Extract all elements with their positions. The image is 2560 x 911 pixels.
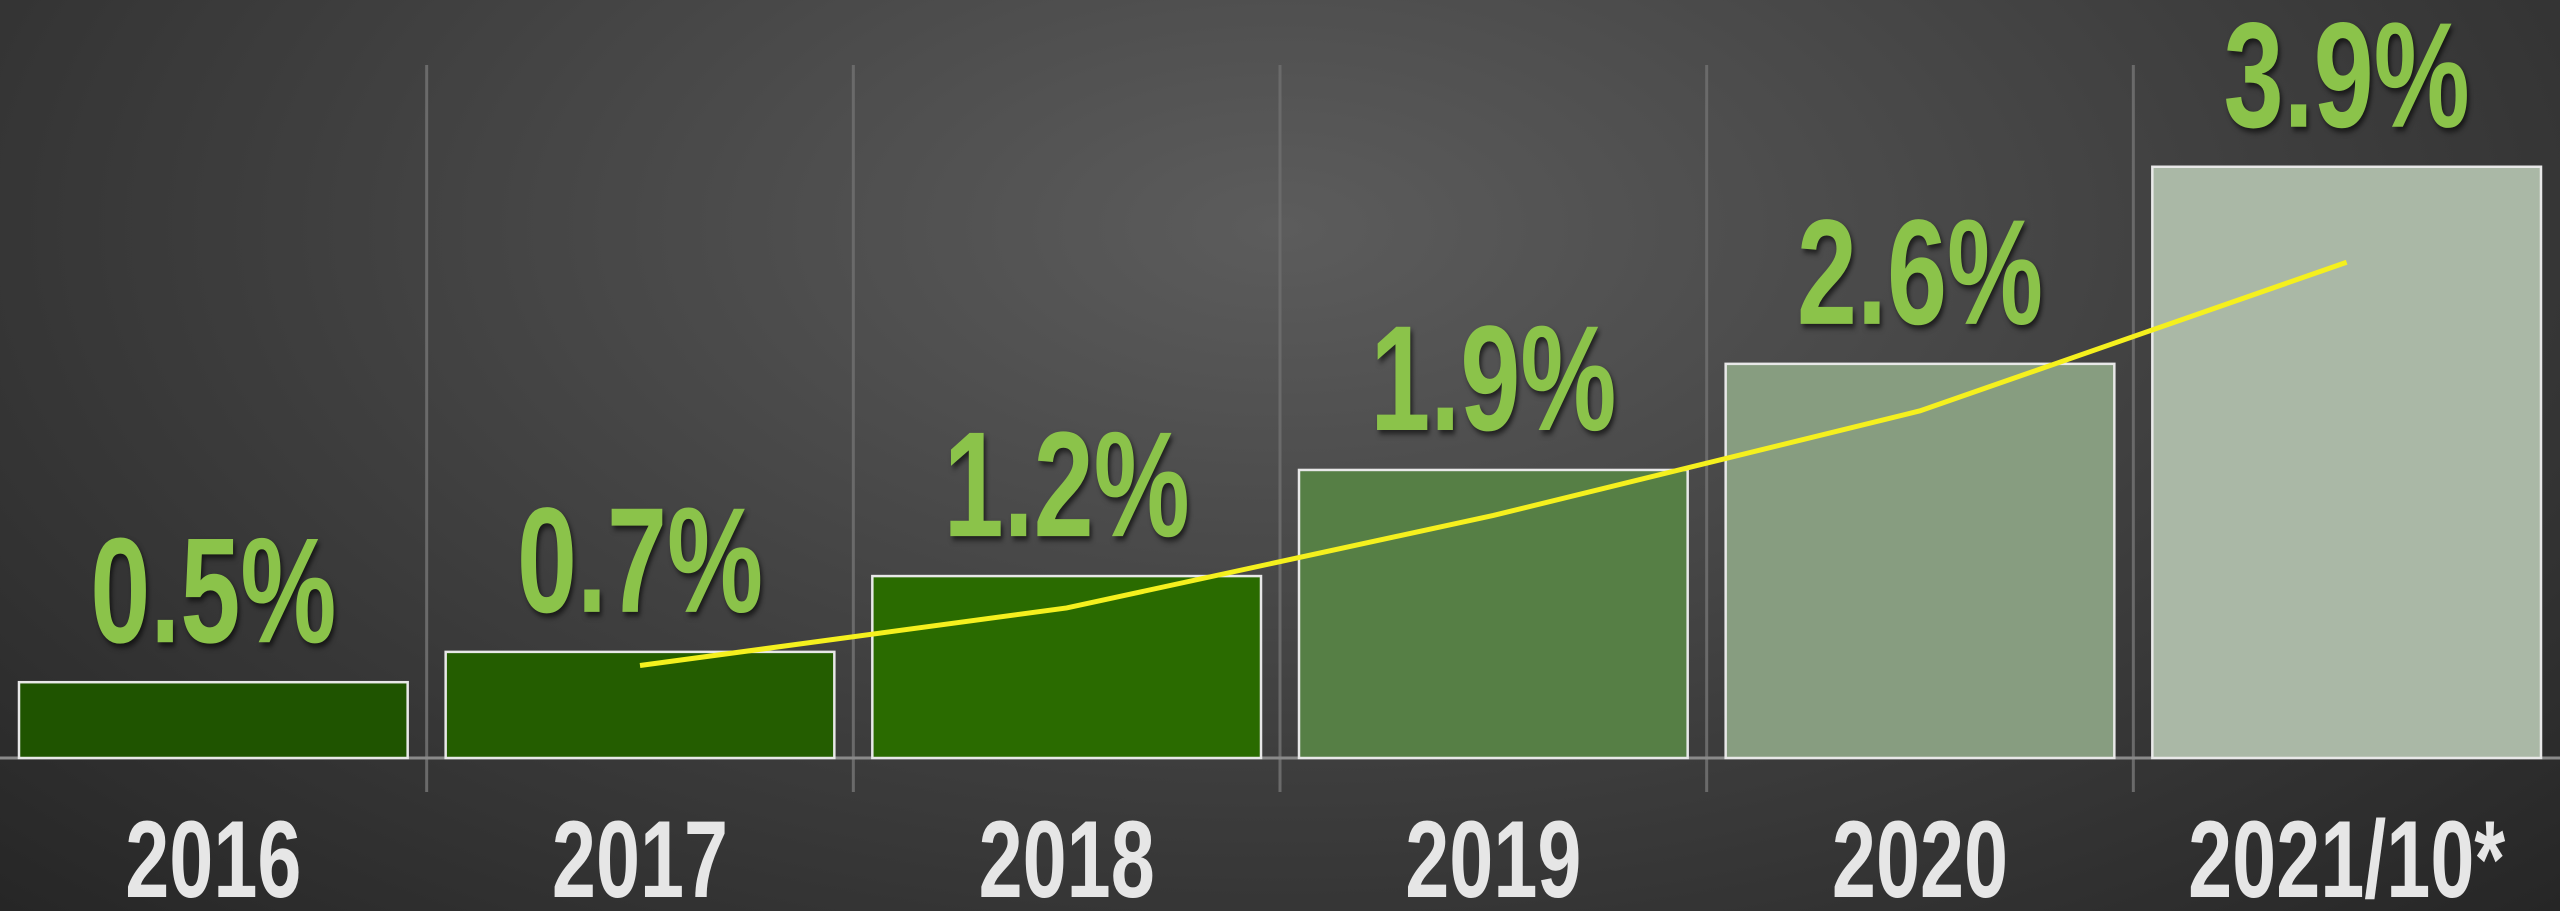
value-label: 1.9% (1370, 295, 1616, 463)
value-label: 1.2% (944, 401, 1190, 569)
bar (2151, 165, 2543, 760)
x-label-group: 2016 (125, 798, 301, 911)
value-label: 0.7% (517, 476, 763, 644)
bar (871, 574, 1263, 760)
bar (17, 680, 409, 760)
x-tick-label: 2020 (1832, 798, 2008, 911)
x-tick-label: 2018 (979, 798, 1155, 911)
value-label-group: 2.6% (1797, 188, 2043, 356)
x-label-group: 2021/10* (2188, 798, 2506, 911)
value-label-group: 0.5% (90, 507, 336, 675)
value-label: 2.6% (1797, 188, 2043, 356)
x-label-group: 2018 (979, 798, 1155, 911)
value-label-group: 3.9% (2224, 0, 2470, 159)
x-tick-label: 2021/10* (2188, 798, 2506, 911)
x-tick-label: 2019 (1405, 798, 1581, 911)
x-label-group: 2019 (1405, 798, 1581, 911)
bar (444, 650, 836, 760)
value-label-group: 0.7% (517, 476, 763, 644)
value-label-group: 1.9% (1370, 295, 1616, 463)
value-label-group: 1.2% (944, 401, 1190, 569)
bar (1724, 362, 2116, 760)
trend-line (639, 259, 2348, 669)
x-tick-label: 2017 (552, 798, 728, 911)
x-tick-label: 2016 (125, 798, 301, 911)
x-label-group: 2017 (552, 798, 728, 911)
value-label: 0.5% (90, 507, 336, 675)
value-label: 3.9% (2224, 0, 2470, 159)
x-label-group: 2020 (1832, 798, 2008, 911)
